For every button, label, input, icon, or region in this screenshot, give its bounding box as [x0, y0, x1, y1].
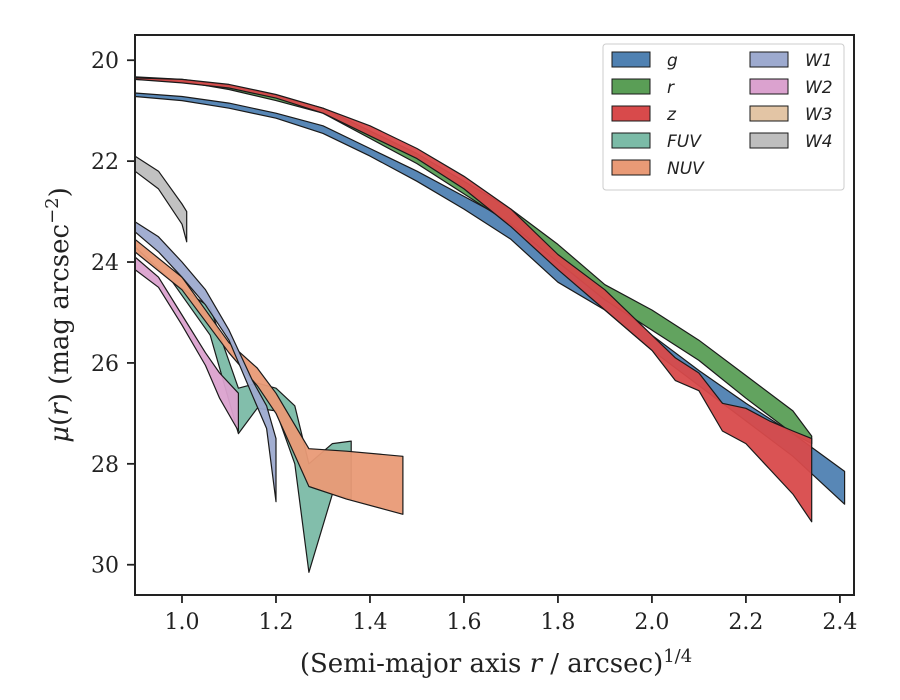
legend-label-nuv: NUV — [667, 159, 705, 179]
legend: grz FUV NUV W1 W2 W3 W4 — [602, 43, 845, 191]
legend-label-w4: W4 — [805, 132, 833, 152]
legend-swatch-g — [611, 51, 651, 68]
x-axis: 1.0 1.2 1.4 1.6 1.8 2.0 2.2 2.4 — [164, 595, 857, 635]
legend-label-w2: W2 — [805, 78, 833, 98]
band-z — [134, 77, 813, 523]
x-tick-label: 1.4 — [352, 610, 387, 635]
band-w2 — [134, 256, 239, 432]
y-axis: 20 22 24 26 28 30 — [91, 49, 135, 579]
legend-swatch-w3 — [749, 105, 789, 122]
band-w1 — [134, 221, 277, 503]
legend-label-w3: W3 — [805, 105, 833, 125]
legend-swatch-fuv — [611, 132, 651, 149]
band-g — [134, 92, 846, 505]
legend-swatch-w2 — [749, 78, 789, 95]
y-tick-label: 24 — [91, 251, 119, 276]
plot-frame — [134, 34, 855, 596]
y-axis-label: μ(r) (mag arcsec−2) — [42, 187, 75, 443]
x-tick-label: 1.2 — [258, 610, 293, 635]
legend-swatch-w1 — [749, 51, 789, 68]
legend-label-r: r — [667, 78, 675, 98]
legend-label-z: z — [666, 105, 677, 125]
legend-label-fuv: FUV — [667, 132, 702, 152]
x-tick-label: 1.6 — [446, 610, 481, 635]
band-nuv — [134, 238, 404, 515]
plot-area — [134, 76, 846, 573]
x-axis-label: (Semi-major axis r / arcsec)1/4 — [300, 646, 692, 679]
x-tick-label: 2.0 — [634, 610, 669, 635]
x-tick-label: 1.0 — [164, 610, 199, 635]
x-tick-label: 1.8 — [540, 610, 575, 635]
legend-swatch-z — [611, 105, 651, 122]
band-w4 — [134, 155, 188, 243]
legend-swatch-nuv — [611, 159, 651, 176]
legend-swatch-w4 — [749, 132, 789, 149]
y-tick-label: 30 — [91, 554, 119, 579]
legend-label-g: g — [667, 51, 678, 71]
legend-label-w1: W1 — [805, 51, 833, 71]
y-tick-label: 22 — [91, 150, 119, 175]
x-tick-label: 2.2 — [728, 610, 763, 635]
y-tick-label: 26 — [91, 352, 119, 377]
x-tick-label: 2.4 — [822, 610, 857, 635]
y-tick-label: 20 — [91, 49, 119, 74]
legend-swatch-r — [611, 78, 651, 95]
y-tick-label: 28 — [91, 453, 119, 478]
